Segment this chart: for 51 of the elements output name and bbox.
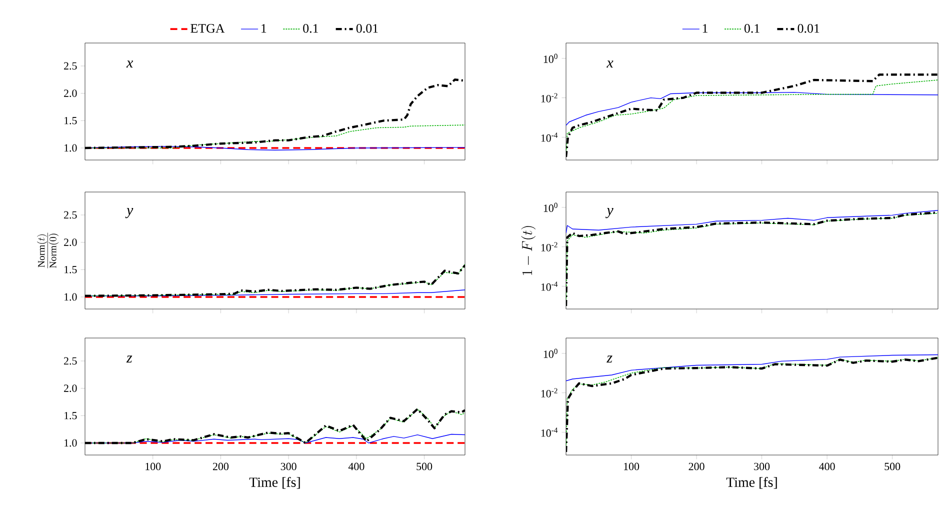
y-tick-label: 10$^{0}$ — [544, 202, 558, 212]
legend-label: ETGA — [190, 24, 225, 33]
x-tick-label: 300 — [280, 462, 296, 470]
annotation: z — [606, 356, 612, 362]
annotation: x — [606, 60, 614, 68]
x-tick-label: 300 — [754, 462, 770, 470]
x-tick-label: 200 — [688, 462, 704, 470]
annotation: z — [126, 356, 132, 362]
y-tick-label: 10$^{-2}$ — [541, 388, 558, 398]
line-series — [566, 354, 938, 382]
y-tick-label: 10$^{-4}$ — [541, 428, 558, 437]
x-axis-title: Time [fs] — [726, 477, 777, 489]
legend-label: 0.1 — [744, 24, 760, 33]
y-tick-label: 2.0 — [64, 384, 77, 392]
x-tick-label: 400 — [348, 462, 364, 470]
x-tick-label: 500 — [416, 462, 432, 470]
y-tick-label: 10$^{-4}$ — [541, 132, 558, 142]
x-tick-label: 100 — [624, 462, 640, 470]
y-tick-label: 1.5 — [64, 266, 77, 274]
line-series — [566, 210, 938, 234]
legend-label: 0.01 — [356, 24, 378, 33]
y-tick-label: 10$^{-2}$ — [541, 93, 558, 102]
y-tick-label: 10$^{0}$ — [544, 54, 558, 63]
x-tick-label: 200 — [212, 462, 229, 470]
x-tick-label: 100 — [146, 462, 161, 470]
y-tick-label: 1.5 — [64, 116, 77, 124]
annotation: x — [126, 60, 134, 68]
legend-label: 1 — [702, 24, 708, 33]
y-tick-label: 1.0 — [64, 144, 77, 152]
y-tick-label: 10$^{-4}$ — [541, 282, 558, 291]
y-tick-label: 2.5 — [64, 211, 77, 219]
y-tick-label: 1.5 — [64, 412, 77, 420]
legend-label: 1 — [262, 24, 266, 33]
y-tick-label: 2.0 — [64, 90, 77, 98]
line-series — [566, 92, 938, 126]
y-tick-label: 2.0 — [64, 238, 77, 246]
legend-label: 0.1 — [303, 24, 318, 33]
y-axis-title: $\frac{\mathrm{Norm}(t)}{\mathrm{Norm}(0)}$ — [37, 232, 59, 268]
y-tick-label: 1.0 — [64, 293, 77, 301]
annotation: y — [605, 208, 614, 218]
annotation: y — [125, 208, 134, 218]
x-axis-title: Time [fs] — [249, 477, 300, 489]
x-tick-label: 500 — [884, 462, 900, 470]
y-tick-label: 2.5 — [64, 62, 77, 70]
y-tick-label: 10$^{-2}$ — [541, 242, 558, 252]
y-axis-title: $1 - F(t)$ — [521, 226, 536, 275]
y-tick-label: 1.0 — [64, 439, 77, 447]
y-tick-label: 2.5 — [64, 357, 77, 365]
x-tick-label: 400 — [819, 462, 835, 470]
legend-label: 0.01 — [798, 24, 820, 33]
y-tick-label: 10$^{0}$ — [544, 348, 558, 358]
